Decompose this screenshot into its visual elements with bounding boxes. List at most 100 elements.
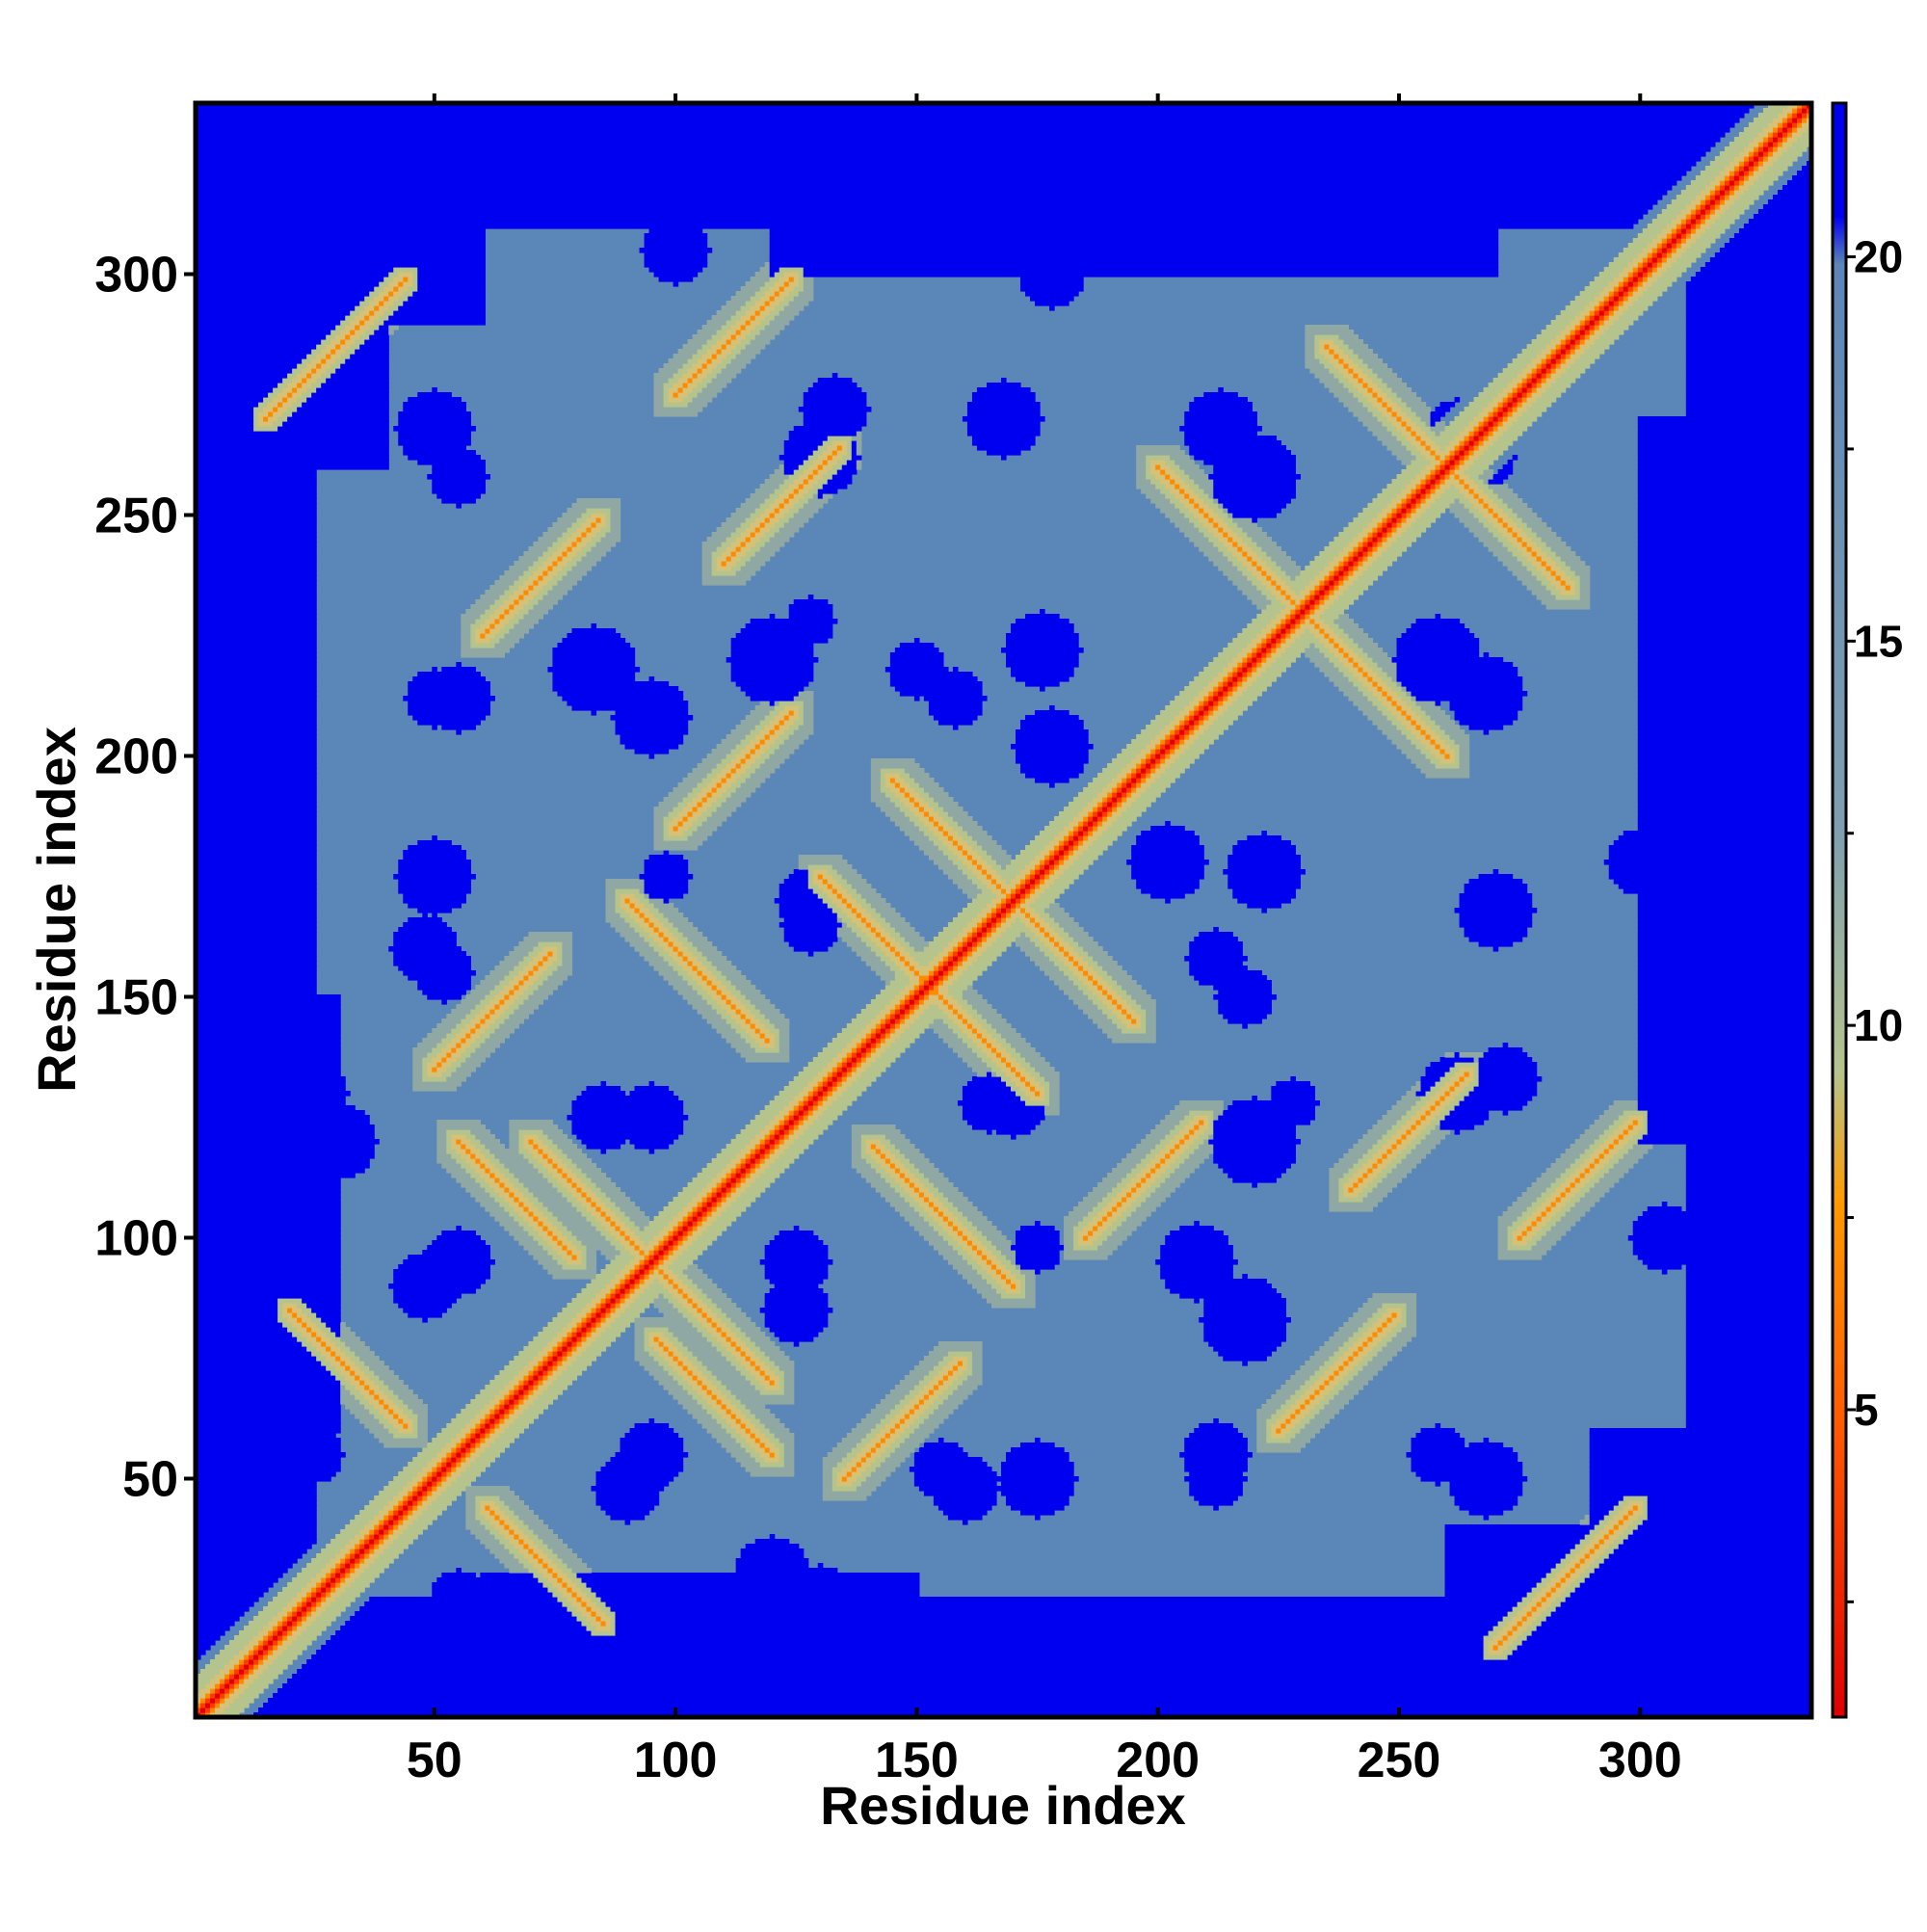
heatmap-cell xyxy=(841,1467,853,1472)
heatmap-cell xyxy=(1102,1178,1122,1183)
heatmap-cell xyxy=(1189,1129,1195,1135)
heatmap-cell xyxy=(1372,1346,1384,1352)
heatmap-cell xyxy=(957,1385,978,1390)
heatmap-cell xyxy=(1280,1385,1301,1390)
heatmap-cell xyxy=(547,1226,559,1231)
heatmap-cell xyxy=(340,1361,346,1366)
heatmap-cell xyxy=(485,1414,490,1419)
heatmap-cell xyxy=(427,1481,433,1487)
heatmap-cell xyxy=(509,1125,559,1130)
heatmap-cell xyxy=(465,994,486,1000)
heatmap-cell xyxy=(1497,1216,1518,1222)
heatmap-cell xyxy=(889,1019,896,1024)
heatmap-cell xyxy=(841,1457,853,1463)
heatmap-cell xyxy=(591,1597,602,1602)
heatmap-cell xyxy=(822,1471,833,1477)
heatmap-cell xyxy=(856,1442,867,1448)
heatmap-cell xyxy=(1305,1423,1325,1429)
heatmap-cell xyxy=(451,1153,462,1159)
heatmap-cell xyxy=(957,1361,964,1366)
heatmap-cell xyxy=(605,1202,617,1207)
heatmap-cell xyxy=(889,1023,896,1029)
heatmap-cell xyxy=(807,1110,814,1116)
heatmap-cell xyxy=(942,961,949,966)
heatmap-cell xyxy=(1637,985,1811,991)
heatmap-cell xyxy=(456,1226,462,1231)
heatmap-cell xyxy=(1078,961,1089,966)
heatmap-cell xyxy=(287,1308,293,1313)
heatmap-cell xyxy=(981,1047,992,1053)
heatmap-cell xyxy=(682,1385,694,1390)
heatmap-cell xyxy=(1439,1076,1451,1082)
heatmap-cell xyxy=(196,1553,303,1559)
heatmap-cell xyxy=(1637,1023,1811,1029)
heatmap-cell xyxy=(547,1356,554,1362)
heatmap-cell xyxy=(1411,1149,1432,1154)
heatmap-cell xyxy=(701,1308,713,1313)
heatmap-cell xyxy=(1420,1120,1432,1125)
heatmap-cell xyxy=(1531,1182,1552,1188)
heatmap-cell xyxy=(499,1515,510,1521)
heatmap-cell xyxy=(615,1284,621,1289)
heatmap-cell xyxy=(716,1173,727,1178)
heatmap-cell xyxy=(995,1264,1007,1270)
heatmap-cell xyxy=(326,1332,336,1337)
heatmap-cell xyxy=(1271,1423,1281,1429)
heatmap-cell xyxy=(1006,1264,1016,1270)
heatmap-cell xyxy=(966,1023,973,1029)
heatmap-cell xyxy=(1685,1399,1811,1405)
heatmap-cell xyxy=(716,1182,723,1188)
heatmap-cell xyxy=(937,970,944,976)
heatmap-cell xyxy=(557,1346,564,1352)
heatmap-cell xyxy=(730,1409,742,1415)
heatmap-cell xyxy=(769,1139,776,1145)
heatmap-cell xyxy=(962,970,983,976)
heatmap-cell xyxy=(595,1481,670,1487)
heatmap-cell xyxy=(369,1520,380,1525)
heatmap-cell xyxy=(1603,1149,1610,1154)
heatmap-cell xyxy=(403,1529,423,1535)
heatmap-cell xyxy=(624,1264,636,1270)
heatmap-cell xyxy=(345,1375,356,1381)
heatmap-cell xyxy=(716,1418,727,1424)
heatmap-cell xyxy=(586,1322,593,1328)
heatmap-cell xyxy=(436,1462,442,1468)
heatmap-cell xyxy=(653,1269,660,1275)
heatmap-cell xyxy=(615,1317,636,1323)
heatmap-cell xyxy=(1444,1052,1456,1058)
heatmap-cell xyxy=(687,1380,699,1386)
heatmap-cell xyxy=(196,1616,240,1622)
heatmap-cell xyxy=(1353,1375,1374,1381)
heatmap-cell xyxy=(759,1418,780,1424)
heatmap-cell xyxy=(779,1144,790,1150)
heatmap-cell xyxy=(465,1404,486,1410)
heatmap-cell xyxy=(1189,1144,1200,1150)
heatmap-cell xyxy=(485,1014,490,1019)
heatmap-cell xyxy=(374,1495,394,1501)
heatmap-cell xyxy=(1560,1216,1581,1222)
heatmap-cell xyxy=(634,1332,646,1337)
heatmap-cell xyxy=(764,1370,776,1376)
heatmap-cell xyxy=(1362,1134,1384,1140)
heatmap-cell xyxy=(509,1139,519,1145)
heatmap-cell xyxy=(1358,1327,1369,1333)
heatmap-cell xyxy=(1266,1433,1272,1439)
heatmap-cell xyxy=(268,1698,1811,1704)
heatmap-cell xyxy=(355,1414,375,1419)
heatmap-cell xyxy=(273,1635,278,1641)
heatmap-cell xyxy=(1574,1563,1581,1569)
heatmap-cell xyxy=(1589,1529,1600,1535)
heatmap-cell xyxy=(557,1597,568,1602)
heatmap-cell xyxy=(832,1072,838,1077)
heatmap-cell xyxy=(1069,1211,1089,1217)
heatmap-cell xyxy=(1155,1163,1161,1169)
heatmap-cell xyxy=(1637,994,1811,1000)
heatmap-cell xyxy=(196,1105,356,1111)
heatmap-cell xyxy=(547,1544,568,1549)
heatmap-cell xyxy=(369,1597,559,1602)
heatmap-cell xyxy=(494,1423,500,1429)
heatmap-cell xyxy=(1073,961,1079,966)
heatmap-cell xyxy=(1011,1447,1065,1453)
heatmap-cell xyxy=(475,1515,486,1521)
heatmap-cell xyxy=(571,1337,578,1342)
